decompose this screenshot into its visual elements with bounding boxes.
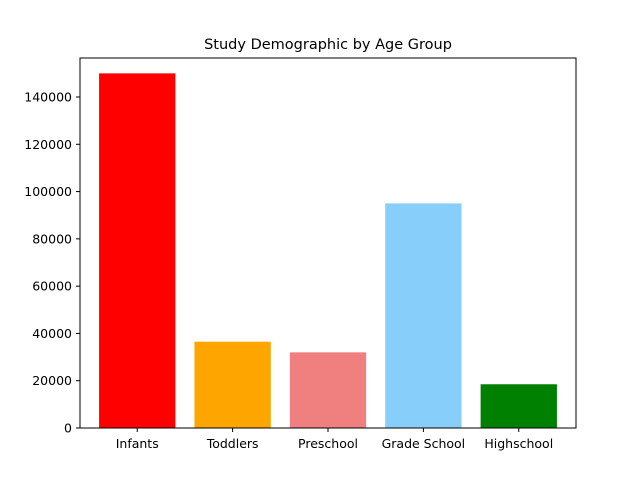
chart-title: Study Demographic by Age Group [204, 37, 452, 53]
x-tick-label: Preschool [298, 436, 358, 451]
bar-infants [99, 73, 176, 429]
y-axis-ticks: 0 20000 40000 60000 80000 100000 120000 140000 [24, 90, 80, 436]
x-tick-label: Infants [116, 436, 159, 451]
y-tick-label: 100000 [24, 184, 72, 199]
plot-area-frame [79, 57, 577, 429]
bar-highschool [480, 384, 557, 428]
x-tick-label: Grade School [382, 436, 466, 451]
y-tick-label: 40000 [32, 326, 72, 341]
y-tick-label: 120000 [24, 137, 72, 152]
x-tick-label: Toddlers [206, 436, 259, 451]
x-tick-label: Highschool [484, 436, 553, 451]
bars-group [99, 73, 557, 429]
y-tick-label: 20000 [32, 373, 72, 388]
bar-grade-school [385, 203, 462, 428]
y-tick-label: 60000 [32, 279, 72, 294]
x-axis-ticks: Infants Toddlers Preschool Grade School High… [116, 428, 553, 451]
bar-toddlers [194, 341, 271, 428]
y-tick-label: 140000 [24, 90, 72, 105]
y-tick-label: 0 [64, 421, 72, 436]
y-tick-label: 80000 [32, 231, 72, 246]
bar-preschool [289, 352, 367, 428]
